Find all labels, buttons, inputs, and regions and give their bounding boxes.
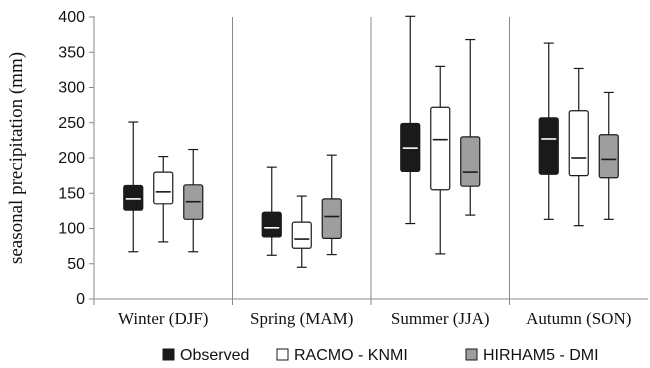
box-iqr [291, 221, 312, 249]
box-1-2 [430, 65, 451, 255]
box-0-3 [538, 42, 559, 220]
box-1-0 [153, 155, 174, 243]
box-iqr [568, 110, 589, 177]
y-axis-label: seasonal precipitation (mm) [6, 52, 27, 264]
box-1-3 [568, 67, 589, 227]
box-0-1 [261, 166, 282, 256]
y-tick-label: 250 [58, 115, 85, 132]
y-tick-label: 0 [76, 291, 85, 308]
legend-label: HIRHAM5 - DMI [483, 347, 599, 364]
box-2-0 [183, 148, 204, 253]
box-0-2 [400, 15, 421, 225]
y-tick-label: 100 [58, 221, 85, 238]
box-iqr [430, 106, 451, 191]
legend-swatch [276, 348, 289, 361]
box-iqr [153, 171, 174, 205]
box-iqr [538, 117, 559, 175]
x-category-label: Summer (JJA) [391, 309, 490, 328]
box-iqr [460, 136, 481, 187]
box-iqr [321, 198, 342, 239]
legend-label: RACMO - KNMI [294, 347, 408, 364]
box-2-3 [598, 91, 619, 220]
box-iqr [598, 134, 619, 179]
box-1-1 [291, 195, 312, 268]
legend-swatch [162, 348, 175, 361]
y-tick-label: 50 [67, 256, 85, 273]
y-tick-label: 150 [58, 185, 85, 202]
box-2-2 [460, 38, 481, 216]
box-2-1 [321, 154, 342, 256]
y-tick-label: 400 [58, 9, 85, 26]
plot-area: 0 50 100 150 200 250 300 350 400 Winter (DJF) Spri… [58, 9, 648, 328]
legend: Observed RACMO - KNMI HIRHAM5 - DMI [162, 347, 599, 364]
box-0-0 [123, 121, 144, 253]
box-iqr [123, 184, 144, 211]
y-tick-label: 300 [58, 80, 85, 97]
y-tick-label: 200 [58, 150, 85, 167]
legend-swatch [465, 348, 478, 361]
x-category-label: Autumn (SON) [526, 309, 631, 328]
x-category-label: Spring (MAM) [250, 309, 353, 328]
box-iqr [261, 211, 282, 238]
y-tick-label: 350 [58, 44, 85, 61]
legend-label: Observed [180, 347, 249, 364]
x-category-label: Winter (DJF) [118, 309, 208, 328]
